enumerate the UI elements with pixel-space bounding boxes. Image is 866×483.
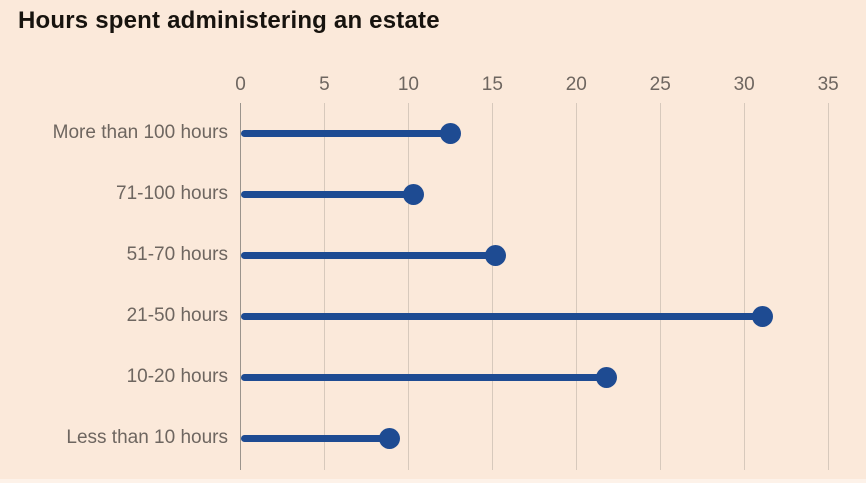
category-label: 71-100 hours (116, 183, 228, 204)
lollipop-dot (439, 122, 461, 144)
x-axis-tick-label: 10 (397, 74, 419, 95)
lollipop-dot (752, 305, 774, 327)
x-axis-tick-label: 0 (235, 74, 246, 95)
gridline (407, 103, 409, 470)
lollipop-line (240, 251, 496, 259)
category-label: Less than 10 hours (66, 427, 228, 448)
x-axis-tick-label: 30 (733, 74, 755, 95)
category-label: 21-50 hours (126, 305, 228, 326)
gridline (743, 103, 745, 470)
gridline (491, 103, 493, 470)
gridline (323, 103, 325, 470)
lollipop-dot (485, 244, 507, 266)
gridline (827, 103, 829, 470)
x-axis-tick-label: 20 (565, 74, 587, 95)
zero-gridline (240, 103, 241, 470)
gridline (659, 103, 661, 470)
lollipop-line (240, 129, 451, 137)
lollipop-line (240, 190, 414, 198)
category-label: More than 100 hours (52, 122, 228, 143)
gridline (575, 103, 577, 470)
x-axis-tick-label: 25 (649, 74, 671, 95)
chart-title: Hours spent administering an estate (18, 7, 440, 34)
lollipop-dot (402, 183, 424, 205)
x-axis-tick-label: 5 (319, 74, 330, 95)
lollipop-dot (596, 366, 618, 388)
category-label: 10-20 hours (126, 366, 228, 387)
page-bottom-edge (0, 479, 866, 483)
x-axis-tick-label: 35 (817, 74, 839, 95)
lollipop-line (240, 312, 763, 320)
lollipop-dot (379, 427, 401, 449)
lollipop-line (240, 434, 390, 442)
lollipop-line (240, 373, 607, 381)
x-axis-tick-label: 15 (481, 74, 503, 95)
category-label: 51-70 hours (126, 244, 228, 265)
